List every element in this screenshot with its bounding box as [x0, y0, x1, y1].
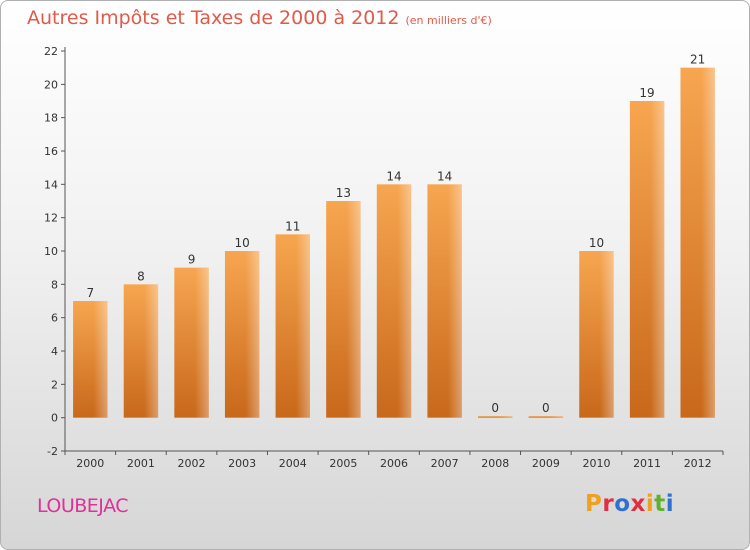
x-tick-label: 2011 — [633, 457, 661, 470]
x-tick-label: 2007 — [431, 457, 459, 470]
x-tick-label: 2000 — [76, 457, 104, 470]
data-label: 19 — [639, 86, 654, 100]
logo-letter: i — [665, 491, 675, 517]
chart-title: Autres Impôts et Taxes de 2000 à 2012 (en… — [27, 7, 492, 29]
x-tick-label: 2001 — [127, 457, 155, 470]
x-tick-label: 2006 — [380, 457, 408, 470]
bar-shine — [579, 251, 614, 418]
axes: -2 0 2 4 6 8 10 12 14 16 18 20 22 2000 2001 2002 2003 200… — [44, 45, 724, 470]
x-tick-label: 2004 — [279, 457, 307, 470]
data-label: 14 — [386, 169, 401, 183]
x-tick-label: 2005 — [329, 457, 357, 470]
proxiti-logo[interactable]: Proxiti — [585, 491, 674, 517]
y-tick-label: 6 — [51, 312, 58, 325]
logo-letter: r — [602, 491, 615, 517]
y-tick-label: 2 — [51, 378, 58, 391]
bar-shine — [629, 101, 665, 418]
y-tick-label: 0 — [51, 412, 58, 425]
y-tick-label: -2 — [47, 445, 58, 458]
data-label: 0 — [491, 401, 499, 415]
x-tick-label: 2009 — [532, 457, 560, 470]
bar-shine — [224, 251, 260, 418]
logo-letter: t — [654, 491, 666, 517]
logo-letter: P — [585, 491, 603, 517]
y-tick-label: 4 — [51, 345, 58, 358]
data-label: 11 — [285, 219, 300, 233]
y-tick-label: 12 — [44, 212, 58, 225]
x-tick-label: 2010 — [582, 457, 610, 470]
bar-shine — [376, 184, 412, 418]
bar-shine — [680, 67, 715, 418]
bars — [73, 67, 715, 418]
x-tick-label: 2012 — [684, 457, 712, 470]
logo-letter: x — [630, 491, 646, 517]
data-labels: 7 8 9 10 11 13 14 14 0 0 10 19 21 — [86, 53, 705, 415]
bar-shine — [275, 234, 310, 418]
y-tick-label: 20 — [44, 78, 58, 91]
commune-name: LOUBEJAC — [37, 495, 129, 517]
data-label: 14 — [437, 169, 452, 183]
data-label: 13 — [336, 186, 351, 200]
data-label: 10 — [589, 236, 604, 250]
bar-shine — [123, 284, 159, 418]
bar-shine — [73, 301, 108, 418]
y-tick-label: 8 — [51, 278, 58, 291]
y-tick-label: 14 — [44, 178, 58, 191]
data-label: 21 — [690, 53, 705, 67]
bar-shine — [528, 416, 564, 418]
data-label: 9 — [188, 253, 196, 267]
bar-shine — [326, 201, 361, 418]
x-tick-label: 2002 — [178, 457, 206, 470]
title-unit: (en milliers d'€) — [405, 14, 492, 27]
title-text: Autres Impôts et Taxes de 2000 à 2012 — [27, 7, 400, 29]
data-label: 8 — [137, 269, 145, 283]
bar-shine — [478, 416, 513, 418]
logo-letter: o — [614, 491, 631, 517]
bar-shine — [427, 184, 462, 418]
x-tick-label: 2003 — [228, 457, 256, 470]
y-tick-label: 18 — [44, 112, 58, 125]
y-tick-label: 16 — [44, 145, 58, 158]
y-tick-label: 22 — [44, 45, 58, 58]
y-tick-label: 10 — [44, 245, 58, 258]
logo-letter: i — [645, 491, 655, 517]
bar-shine — [174, 267, 209, 418]
data-label: 10 — [235, 236, 250, 250]
data-label: 0 — [542, 401, 550, 415]
data-label: 7 — [86, 286, 94, 300]
x-tick-label: 2008 — [481, 457, 509, 470]
